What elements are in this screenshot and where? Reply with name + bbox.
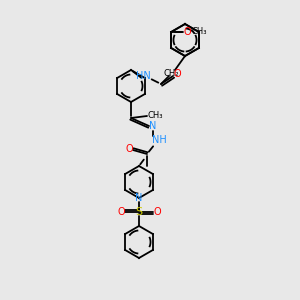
Text: O: O [173, 69, 181, 79]
Text: NH: NH [152, 135, 166, 145]
Text: O: O [183, 27, 191, 37]
Text: O: O [153, 207, 161, 217]
Text: O: O [125, 144, 133, 154]
Text: N: N [135, 193, 143, 203]
Text: CH₂: CH₂ [163, 70, 179, 79]
Text: CH₃: CH₃ [191, 28, 207, 37]
Text: O: O [117, 207, 125, 217]
Text: CH₃: CH₃ [147, 112, 163, 121]
Text: S: S [135, 207, 142, 217]
Text: HN: HN [136, 71, 150, 81]
Text: N: N [149, 121, 157, 131]
